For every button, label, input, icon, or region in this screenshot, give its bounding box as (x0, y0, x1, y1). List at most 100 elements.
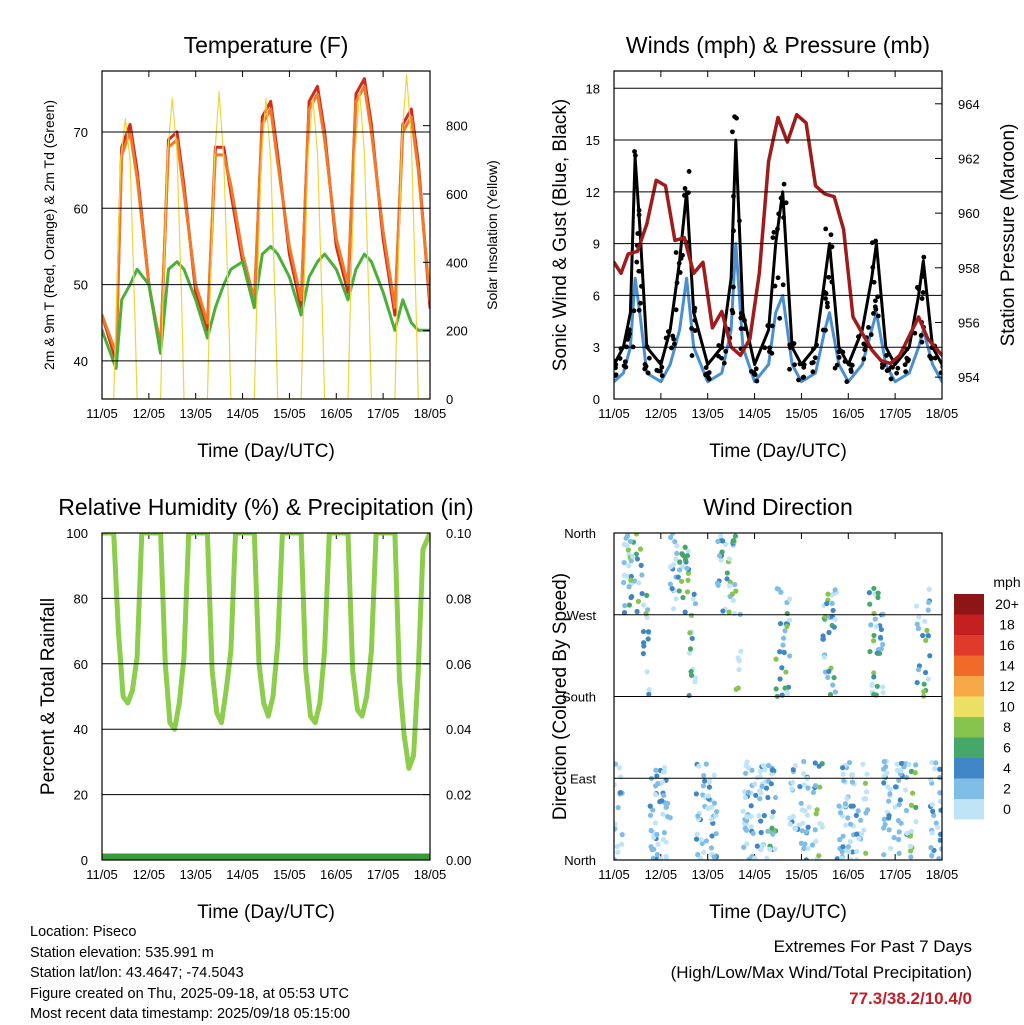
direction-point (650, 807, 656, 813)
legend-swatch (954, 635, 984, 656)
direction-point (896, 836, 902, 843)
gust-point (918, 333, 924, 338)
gust-point (895, 365, 901, 371)
extremes-value: 77.3/38.2/10.4/0 (849, 989, 972, 1008)
gust-point (844, 379, 850, 385)
x-tick-label: 12/05 (645, 867, 678, 882)
direction-point (812, 760, 818, 766)
direction-point (786, 617, 793, 623)
direction-point (727, 583, 733, 589)
direction-point (638, 562, 644, 568)
gust-point (670, 333, 676, 339)
legend-swatch (954, 717, 984, 738)
direction-point (701, 849, 707, 855)
y-tick-label: 20 (74, 788, 88, 803)
y-tick-label-right: 954 (958, 370, 980, 385)
direction-point (812, 783, 819, 789)
direction-point (880, 641, 886, 647)
gust-point (673, 307, 679, 313)
plot-frame (613, 532, 943, 861)
direction-point (768, 781, 774, 787)
direction-point (650, 855, 656, 860)
gust-point (801, 374, 807, 380)
legend-label: 6 (1003, 740, 1011, 756)
direction-point (754, 775, 761, 781)
gust-point (890, 364, 896, 370)
y-tick-label: 18 (586, 81, 600, 96)
direction-point (773, 656, 779, 662)
direction-point (615, 804, 621, 811)
legend-swatch (954, 676, 984, 697)
series-gust (614, 138, 942, 366)
direction-point (711, 800, 718, 806)
direction-point (792, 826, 799, 832)
direction-point (846, 759, 853, 766)
gust-point (938, 370, 942, 376)
direction-point (875, 594, 881, 601)
direction-point (624, 543, 630, 549)
direction-point (846, 849, 852, 855)
y-tick-label: 80 (74, 591, 88, 606)
direction-point (705, 793, 712, 799)
gust-point (920, 290, 926, 295)
direction-point (685, 548, 691, 554)
direction-point (784, 689, 790, 695)
direction-point (906, 761, 912, 768)
direction-point (845, 844, 851, 850)
direction-point (700, 783, 706, 789)
gust-point (643, 363, 649, 369)
direction-point (621, 572, 628, 578)
direction-point (732, 533, 739, 539)
direction-point (903, 807, 910, 814)
direction-point (726, 609, 732, 615)
gust-point (719, 355, 724, 361)
direction-point (644, 592, 650, 598)
direction-point (858, 831, 865, 837)
series-relative-humidity (102, 533, 430, 771)
direction-point (763, 785, 770, 791)
direction-point (655, 841, 661, 847)
direction-point (744, 818, 750, 824)
direction-point (922, 669, 929, 676)
direction-point (839, 855, 845, 860)
extremes-subtitle: (High/Low/Max Wind/Total Precipitation) (670, 963, 972, 982)
legend-label: 20+ (995, 596, 1019, 612)
gust-point (769, 323, 775, 329)
x-tick-label: 11/05 (86, 867, 118, 882)
direction-point (902, 787, 909, 793)
direction-point (718, 533, 724, 539)
direction-point (621, 609, 628, 616)
station-location: Location: Piseco (30, 924, 137, 940)
direction-point (926, 586, 932, 592)
direction-point (923, 637, 929, 644)
gust-point (848, 367, 854, 372)
y-tick-label: West (567, 608, 597, 623)
direction-point (660, 837, 666, 843)
x-axis-label: Time (Day/UTC) (709, 441, 847, 462)
panel-winds: Winds (mph) & Pressure (mb) Time (Day/UTC… (550, 32, 1019, 462)
direction-point (871, 674, 877, 680)
direction-point (938, 807, 942, 813)
direction-point (907, 843, 914, 849)
y-axis-label: Direction (Colored By Speed) (550, 573, 571, 820)
direction-point (685, 570, 691, 576)
legend-label: 10 (999, 699, 1015, 715)
direction-point (930, 808, 936, 814)
y-axis-label: Sonic Wind & Gust (Blue, Black) (550, 99, 571, 371)
direction-point (898, 760, 905, 767)
direction-point (831, 675, 837, 681)
direction-point (896, 829, 902, 835)
direction-point (669, 585, 675, 592)
gust-point (636, 268, 642, 274)
direction-point (929, 759, 935, 765)
gust-point (738, 326, 744, 332)
direction-point (787, 596, 793, 602)
direction-point (813, 811, 819, 817)
direction-point (803, 857, 809, 860)
direction-point (753, 792, 759, 798)
direction-point (806, 804, 812, 810)
direction-point (659, 798, 665, 804)
legend-label: 14 (999, 658, 1015, 674)
direction-point (898, 768, 904, 774)
gust-point (823, 226, 829, 232)
